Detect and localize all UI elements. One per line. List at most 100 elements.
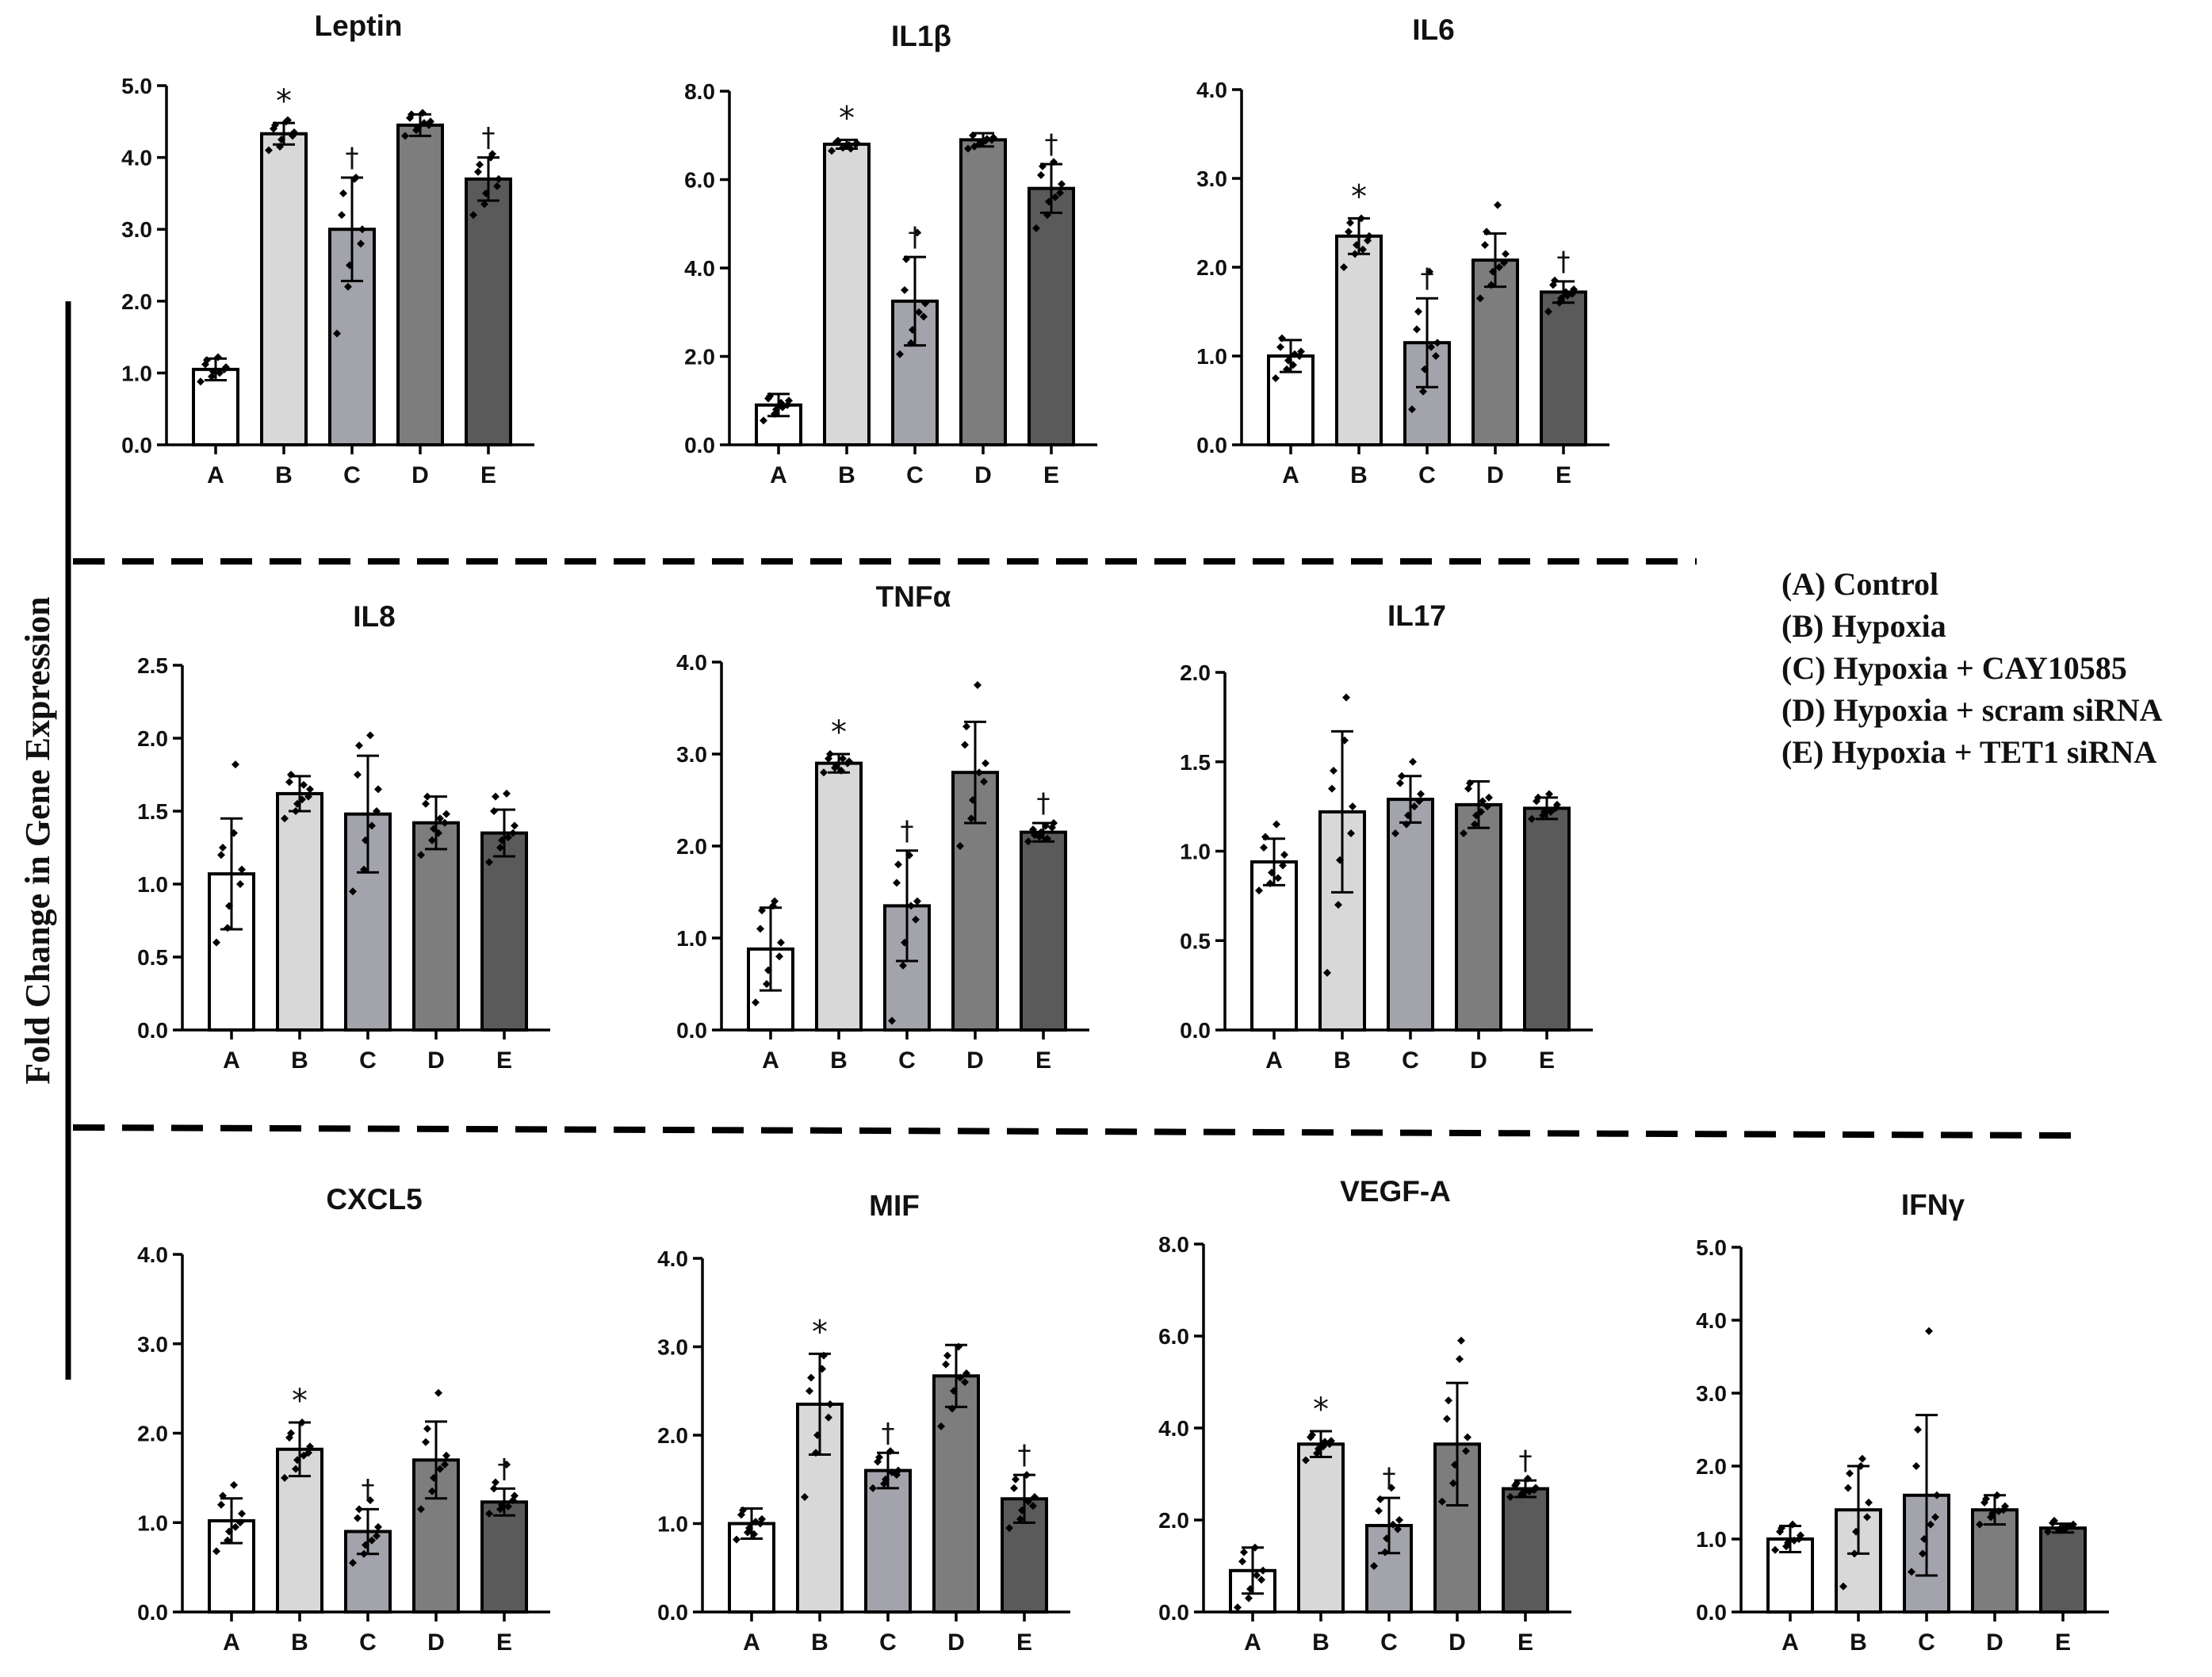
data-point (1844, 1484, 1852, 1492)
chart-panel-4: IL8 0.0 0.5 1.0 1.5 2.0 2.5 A B C D E (137, 600, 550, 1074)
x-tick-label: C (359, 1629, 377, 1656)
x-tick-label: A (1265, 1047, 1283, 1074)
data-point (300, 780, 308, 789)
data-point (230, 1480, 238, 1489)
y-tick-label: 0.0 (1696, 1600, 1727, 1625)
significance-marker: † (909, 221, 922, 253)
data-point (1336, 856, 1344, 864)
data-point (504, 1502, 512, 1510)
data-point (212, 1547, 220, 1556)
y-tick-label: 2.0 (1158, 1508, 1189, 1533)
data-point (956, 1373, 964, 1382)
data-point (1045, 197, 1053, 206)
data-point (1266, 879, 1274, 888)
data-point (2044, 1527, 2052, 1536)
chart-title: CXCL5 (326, 1183, 422, 1216)
data-point (1456, 1355, 1464, 1363)
data-point (1479, 797, 1487, 806)
bar-e (2039, 1526, 2087, 1614)
data-point (417, 1505, 425, 1514)
data-point (915, 308, 923, 316)
y-tick-label: 4.0 (1158, 1416, 1189, 1441)
data-point (304, 792, 312, 801)
significance-marker: * (292, 1383, 308, 1419)
y-tick-label: 4.0 (121, 146, 152, 170)
x-tick-label: B (1312, 1629, 1330, 1656)
y-tick-label: 3.0 (121, 217, 152, 242)
data-point (1308, 1430, 1316, 1439)
data-point (2050, 1517, 2058, 1525)
data-point (469, 211, 477, 220)
data-point (225, 1527, 233, 1536)
data-point (1016, 1514, 1024, 1523)
data-point (1381, 1548, 1389, 1556)
data-point (1421, 365, 1429, 373)
data-point (1330, 767, 1338, 775)
data-point (1494, 201, 1502, 209)
data-point (1050, 819, 1058, 827)
data-point (907, 339, 915, 347)
data-point (801, 1493, 809, 1502)
data-point (956, 842, 964, 850)
data-point (1483, 228, 1491, 236)
data-point (224, 1536, 232, 1545)
data-point (828, 147, 836, 155)
data-point (1345, 228, 1353, 236)
data-point (771, 897, 779, 906)
data-point (441, 1460, 449, 1468)
data-point (825, 1413, 832, 1422)
x-tick-label: A (762, 1047, 779, 1074)
data-point (1413, 325, 1421, 334)
data-point (1334, 901, 1342, 909)
data-point (739, 1506, 747, 1514)
chart-panel-2: IL1β 0.0 2.0 4.0 6.0 8.0 A B * C † D E † (684, 20, 1097, 488)
data-point (232, 760, 239, 769)
data-point (1784, 1538, 1792, 1547)
chart-panel-8: MIF 0.0 1.0 2.0 3.0 4.0 A B * C † D E † (657, 1189, 1070, 1656)
x-tick-label: A (770, 462, 787, 488)
data-point (360, 1549, 368, 1558)
legend-item-a: (A) Control (1781, 566, 1938, 602)
data-point (408, 110, 415, 119)
data-point (1925, 1327, 1933, 1335)
data-point (1346, 219, 1354, 227)
data-point (1863, 1513, 1871, 1522)
data-point (1279, 861, 1287, 870)
data-point (1029, 1502, 1037, 1510)
data-point (222, 363, 230, 372)
y-tick-label: 0.0 (137, 1018, 168, 1043)
data-point (1432, 352, 1440, 360)
data-point (1251, 1543, 1259, 1552)
data-point (219, 844, 227, 852)
data-point (232, 1522, 239, 1531)
significance-marker: † (346, 142, 359, 174)
data-point (1240, 1548, 1248, 1556)
significance-marker: * (839, 100, 855, 136)
x-tick-label: B (291, 1047, 308, 1074)
data-point (1056, 189, 1064, 197)
chart-title: IL6 (1412, 13, 1454, 46)
y-tick-label: 0.5 (137, 945, 168, 970)
data-point (937, 1422, 945, 1430)
data-point (339, 189, 347, 197)
data-point (511, 1491, 519, 1500)
chart-title: IFNγ (1901, 1189, 1965, 1221)
data-point (414, 123, 422, 132)
data-point (1919, 1549, 1927, 1558)
data-point (1297, 347, 1305, 356)
data-point (504, 833, 512, 842)
data-point (1547, 807, 1555, 816)
data-point (964, 144, 972, 153)
data-point (1037, 170, 1045, 179)
data-point (436, 814, 444, 823)
x-tick-label: D (947, 1629, 965, 1656)
data-point (430, 825, 438, 833)
data-point (1408, 405, 1416, 414)
data-point (1476, 294, 1484, 303)
data-point (1415, 797, 1423, 806)
data-point (969, 796, 977, 804)
data-point (423, 1424, 431, 1433)
data-point (1012, 1475, 1020, 1484)
data-point (1778, 1524, 1785, 1533)
data-point (1933, 1491, 1941, 1499)
